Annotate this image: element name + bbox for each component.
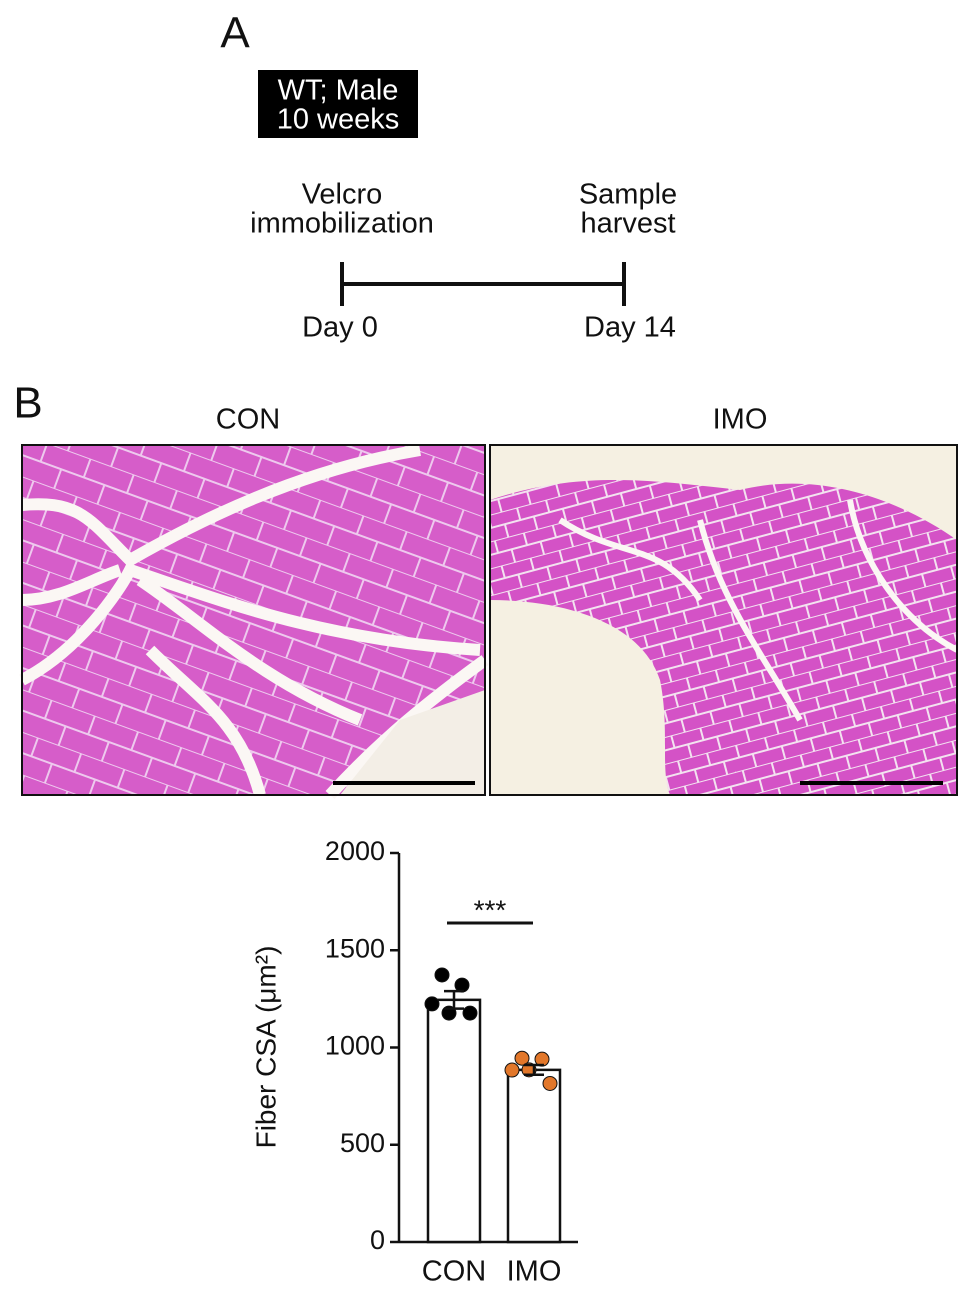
data-point bbox=[504, 1062, 520, 1078]
error-bar bbox=[524, 1063, 544, 1076]
data-point bbox=[514, 1050, 530, 1066]
panel-label: A bbox=[220, 9, 250, 58]
box-text: 10 weeks bbox=[277, 104, 400, 136]
start-label: Velcro bbox=[302, 179, 383, 211]
y-tick-label: 2000 bbox=[325, 836, 385, 866]
day-label: Day 0 bbox=[302, 312, 378, 344]
y-tick-label: 1000 bbox=[325, 1031, 385, 1061]
data-point bbox=[434, 967, 450, 983]
y-tick-label: 1500 bbox=[325, 933, 385, 963]
data-point bbox=[424, 996, 440, 1012]
error-bar bbox=[444, 989, 464, 1010]
y-axis-label: Fiber CSA (μm²) bbox=[250, 946, 281, 1149]
image-title: CON bbox=[216, 404, 280, 436]
data-point bbox=[542, 1075, 558, 1091]
panel-label: B bbox=[13, 379, 42, 428]
info-box bbox=[258, 70, 418, 138]
day-label: Day 14 bbox=[584, 312, 676, 344]
bar bbox=[506, 1068, 562, 1244]
y-tick-label: 500 bbox=[340, 1128, 385, 1158]
y-tick-label: 0 bbox=[370, 1225, 385, 1255]
box-text: WT; Male bbox=[278, 75, 399, 107]
image-title: IMO bbox=[713, 404, 768, 436]
histology-con bbox=[19, 444, 489, 800]
significance: *** bbox=[474, 894, 507, 925]
x-tick-label: CON bbox=[422, 1256, 486, 1288]
bar bbox=[426, 998, 482, 1244]
data-point bbox=[462, 1005, 478, 1021]
start-label: immobilization bbox=[250, 208, 434, 240]
timeline bbox=[340, 262, 626, 306]
data-point bbox=[521, 1062, 537, 1078]
histology-imo bbox=[489, 444, 959, 796]
end-label: harvest bbox=[580, 208, 675, 240]
x-tick-label: IMO bbox=[507, 1256, 562, 1288]
end-label: Sample bbox=[579, 179, 677, 211]
